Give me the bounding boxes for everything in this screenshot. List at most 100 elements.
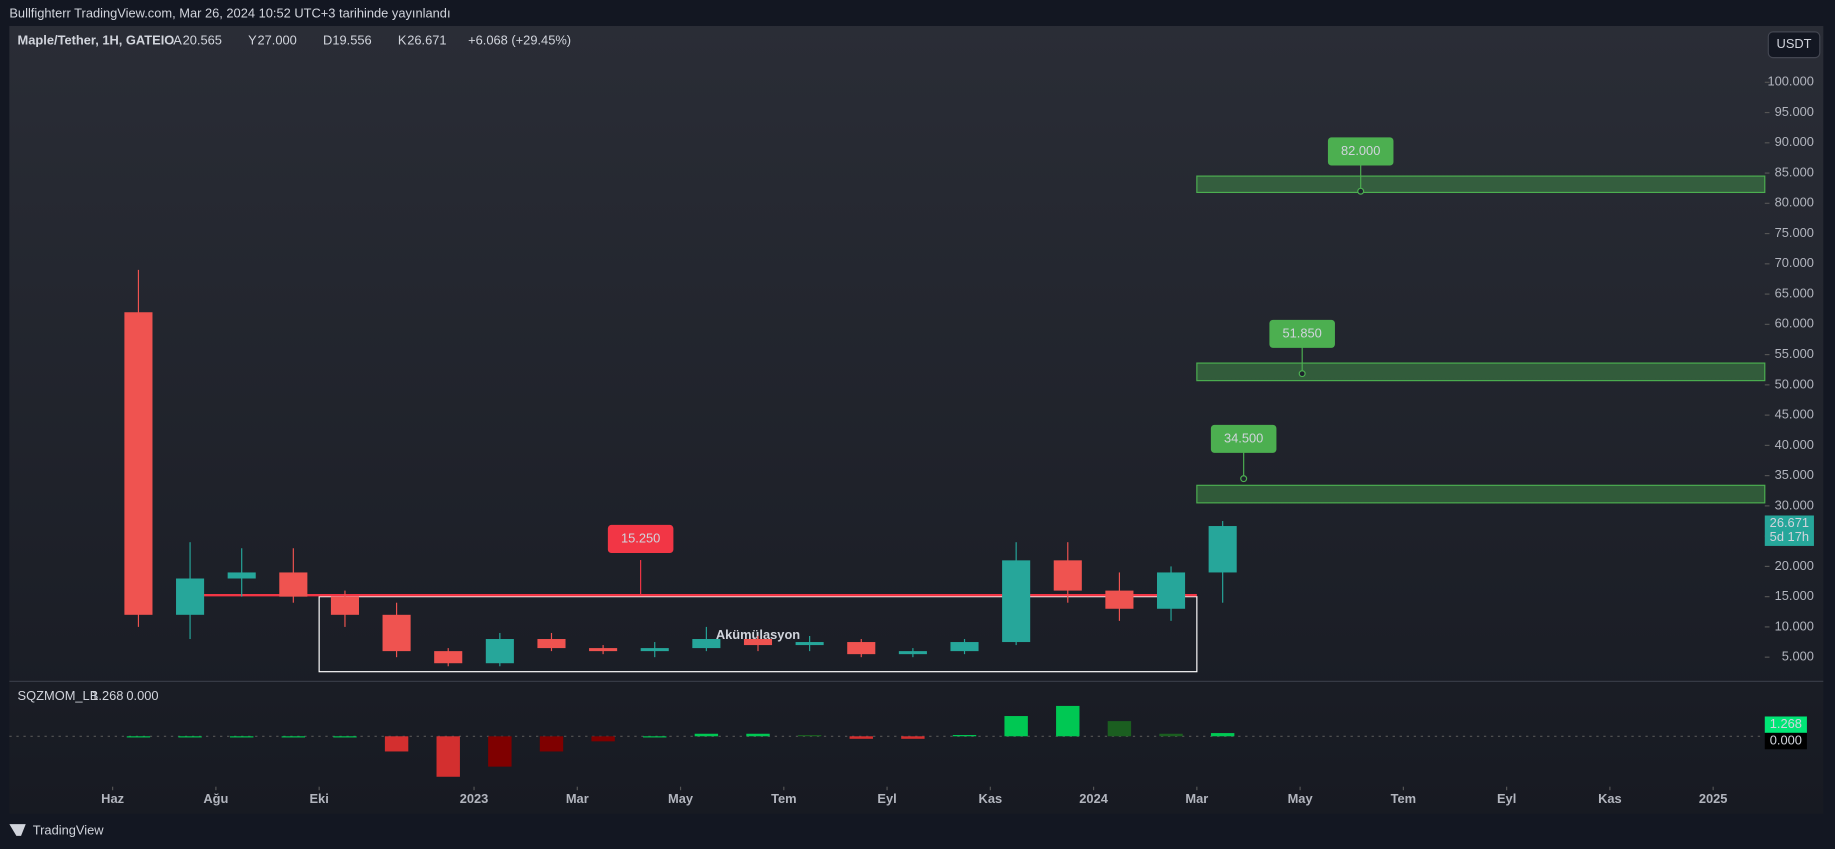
candle-body [382, 614, 411, 652]
target-point [1240, 475, 1248, 483]
indicator-bar [1056, 705, 1080, 737]
candle-body [330, 596, 360, 615]
indicator-bar [384, 736, 409, 752]
chart-pane [9, 26, 1824, 814]
accumulation-box [318, 596, 1198, 673]
candle-body [537, 639, 566, 649]
target-label: 82.000 [1341, 143, 1380, 158]
candle-body [1208, 526, 1237, 573]
indicator-bar [1159, 733, 1183, 737]
candle-body [589, 648, 618, 652]
indicator-bar [797, 735, 822, 737]
y-tick-label: 45.000 [1775, 407, 1814, 422]
x-tick-label: Tem [771, 791, 797, 806]
target-zone [1196, 362, 1766, 382]
y-tick-label: 95.000 [1775, 104, 1814, 119]
currency: USDT [1777, 36, 1812, 51]
indicator-bar [436, 736, 460, 777]
candle-body [176, 578, 205, 615]
currency-button[interactable] [1767, 31, 1821, 59]
legend-key: A [173, 33, 182, 48]
indicator-bar [178, 736, 202, 738]
x-tick-label: Ağu [203, 791, 228, 806]
countdown: 5d 17h [1770, 529, 1809, 544]
indicator-bar [1004, 716, 1028, 737]
target-tag [1210, 424, 1277, 453]
y-tick-label: 85.000 [1775, 164, 1814, 179]
target-tag [1327, 137, 1394, 166]
legend-value: 19.556 [332, 33, 371, 48]
x-tick-label: May [668, 791, 694, 806]
candle-body [1156, 572, 1186, 609]
candle-body [692, 639, 721, 649]
candle-body [434, 651, 463, 664]
indicator-bar [901, 736, 925, 739]
candle-body [485, 639, 514, 664]
y-tick-label: 70.000 [1775, 255, 1814, 270]
indicator-name: SQZMOM_LB [18, 688, 99, 703]
candle-body [124, 312, 153, 615]
indicator-bar [488, 736, 512, 767]
candle-body [795, 642, 824, 646]
legend-value: 26.671 [407, 33, 446, 48]
indicator-bar [1107, 721, 1132, 737]
indicator-bar [952, 735, 977, 737]
y-tick-label: 5.000 [1782, 649, 1814, 664]
y-tick-label: 55.000 [1775, 346, 1814, 361]
indicator-bar [643, 736, 667, 738]
indicator-value: 1.268 [91, 688, 123, 703]
candle-body [640, 648, 669, 652]
x-tick-label: Mar [566, 791, 589, 806]
x-tick-label: Eki [309, 791, 328, 806]
accumulation-label: Akümülasyon [716, 627, 800, 642]
indicator-bar [281, 736, 306, 738]
level-label: 15.250 [621, 530, 660, 545]
y-tick-label: 40.000 [1775, 437, 1814, 452]
x-tick-label: Mar [1185, 791, 1208, 806]
legend-key: D [323, 33, 332, 48]
symbol: Maple/Tether, 1H, GATEIO [18, 33, 175, 48]
candle-body [743, 639, 773, 646]
indicator-bar [694, 733, 719, 737]
candle-body [1002, 560, 1031, 643]
x-tick-label: 2025 [1699, 791, 1728, 806]
brand: TradingView [33, 823, 104, 838]
target-label: 51.850 [1283, 325, 1322, 340]
target-zone [1196, 175, 1766, 194]
x-tick-label: Eyl [877, 791, 896, 806]
caption: Bullfighterr TradingView.com, Mar 26, 20… [9, 6, 450, 21]
indicator-bar [126, 736, 151, 738]
indicator-bar [591, 736, 615, 742]
indicator-bar [746, 733, 770, 737]
target-point [1357, 187, 1365, 195]
target-label: 34.500 [1224, 430, 1263, 445]
indicator-tag [1764, 716, 1807, 733]
x-tick-label: 2023 [460, 791, 489, 806]
target-zone [1196, 484, 1766, 504]
x-tick-label: Eyl [1497, 791, 1516, 806]
y-tick-label: 15.000 [1775, 588, 1814, 603]
indicator-bar [333, 736, 357, 738]
legend-key: K [398, 33, 407, 48]
candle-body [950, 642, 979, 652]
target-tag [1269, 319, 1335, 348]
x-tick-label: Tem [1391, 791, 1417, 806]
y-tick-label: 35.000 [1775, 467, 1814, 482]
candle-body [1053, 560, 1082, 591]
legend-value: 20.565 [183, 33, 222, 48]
last-price-tag [1764, 515, 1814, 546]
candle-body [279, 572, 308, 597]
x-tick-label: Haz [101, 791, 124, 806]
signal-tag-label: 0.000 [1770, 732, 1802, 747]
y-tick-label: 75.000 [1775, 225, 1814, 240]
target-point [1298, 370, 1306, 378]
y-tick-label: 50.000 [1775, 376, 1814, 391]
legend-key: Y [248, 33, 257, 48]
candle-body [847, 642, 876, 655]
indicator-bar [849, 736, 873, 739]
candle-body [898, 651, 927, 655]
y-tick-label: 10.000 [1775, 618, 1814, 633]
y-tick-label: 20.000 [1775, 558, 1814, 573]
x-tick-label: Kas [979, 791, 1003, 806]
